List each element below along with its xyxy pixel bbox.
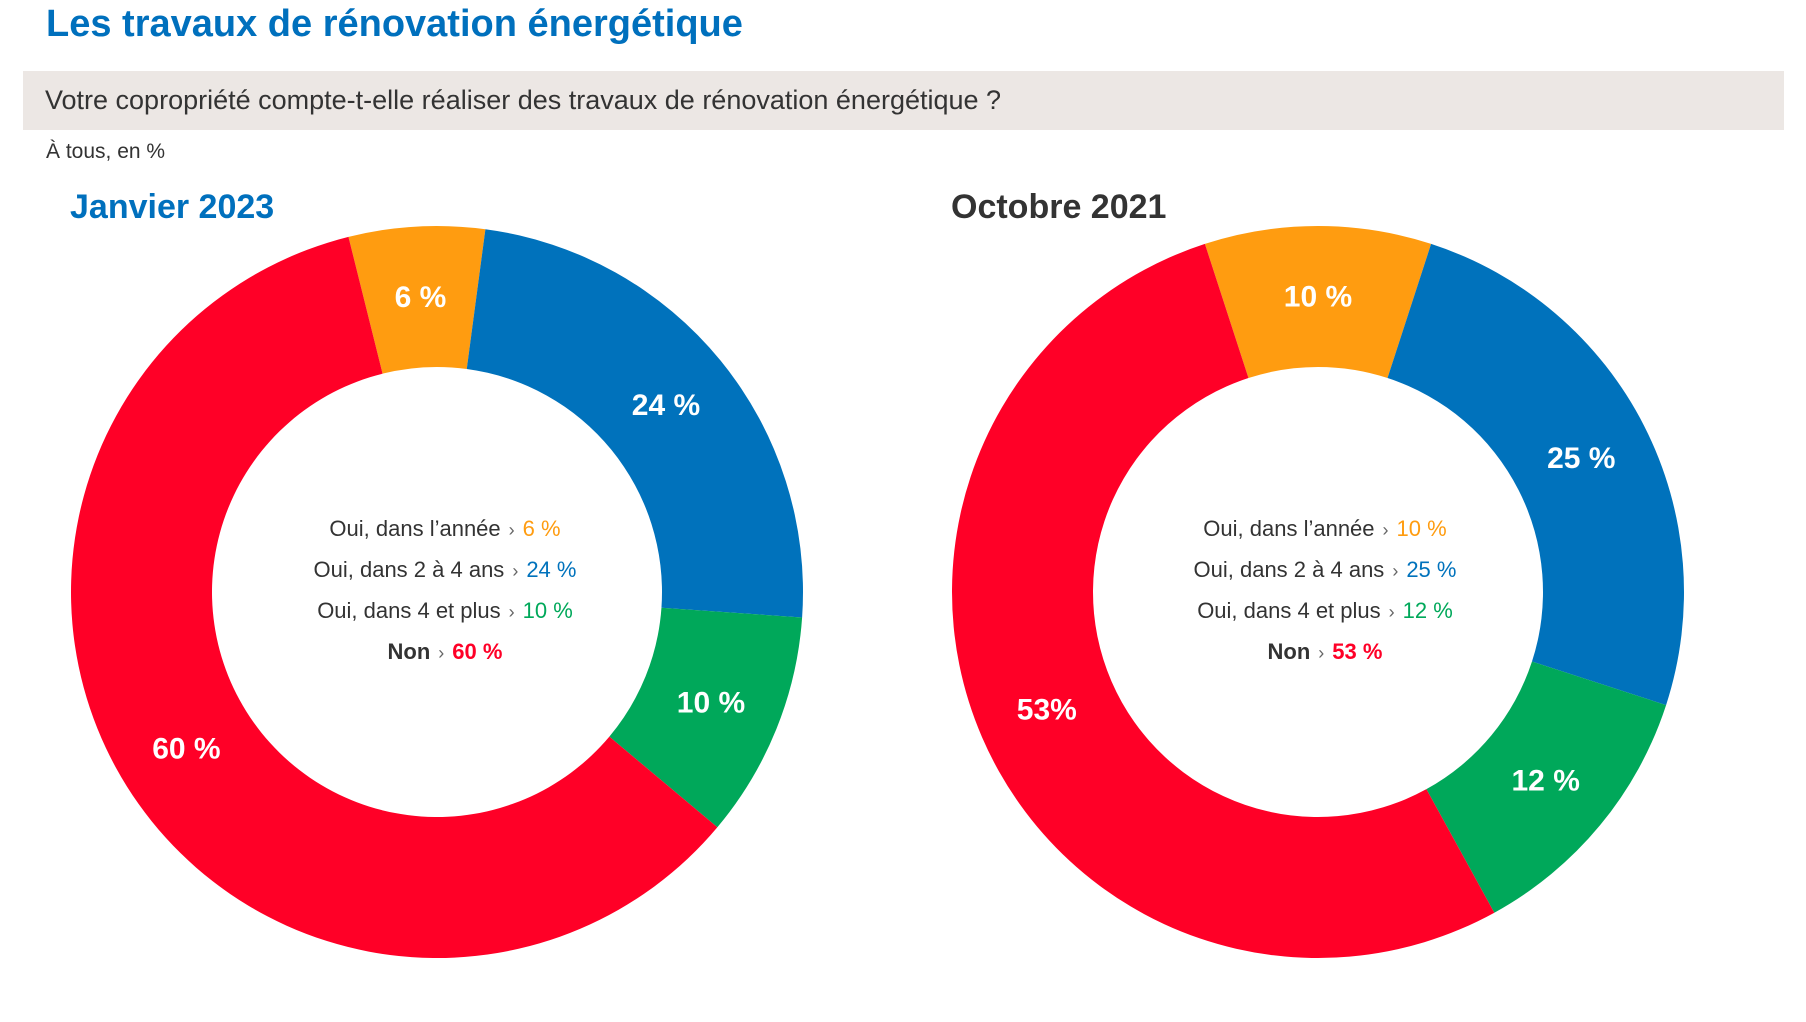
slice-oui-dans-l-annee (348, 226, 486, 374)
slice-label-oui-dans-l-annee: 6 % (395, 281, 447, 314)
slice-label-non: 60 % (152, 733, 220, 766)
slice-oui-dans-2-a-4-ans (1387, 243, 1684, 706)
slice-label-oui-dans-4-et-plus: 12 % (1511, 764, 1579, 797)
slice-non (952, 243, 1495, 958)
legend-item-oui-dans-l-annee: Oui, dans l’année › 6 % (329, 516, 560, 541)
legend-item-non: Non › 53 % (1268, 639, 1383, 664)
page-title: Les travaux de rénovation énergétique (46, 3, 743, 45)
chart-title: Janvier 2023 (70, 188, 274, 226)
legend-item-oui-dans-l-annee: Oui, dans l’année › 10 % (1203, 516, 1446, 541)
slice-label-oui-dans-4-et-plus: 10 % (677, 687, 745, 720)
donut-chart-1: Janvier 2023 6 % 24 % 10 % 60 % Oui, dans l’a… (70, 188, 803, 958)
slice-oui-dans-4-et-plus (609, 607, 803, 828)
legend-item-oui-dans-4-et-plus: Oui, dans 4 et plus › 10 % (317, 598, 573, 623)
slice-label-non: 53% (1017, 693, 1077, 726)
slice-label-oui-dans-2-a-4-ans: 24 % (632, 389, 700, 422)
slice-oui-dans-2-a-4-ans (466, 229, 803, 618)
slice-oui-dans-l-annee (1204, 226, 1432, 379)
donut-chart-2: Octobre 2021 10 % 25 % 12 % 53% Oui, dans l’a… (951, 188, 1684, 958)
legend-item-oui-dans-2-a-4-ans: Oui, dans 2 à 4 ans › 24 % (314, 557, 577, 582)
legend-item-oui-dans-2-a-4-ans: Oui, dans 2 à 4 ans › 25 % (1194, 557, 1457, 582)
center-legend: Oui, dans l’année › 10 % Oui, dans 2 à 4 an… (1194, 516, 1457, 664)
slice-oui-dans-4-et-plus (1426, 661, 1667, 913)
legend-item-oui-dans-4-et-plus: Oui, dans 4 et plus › 12 % (1197, 598, 1453, 623)
slice-label-oui-dans-l-annee: 10 % (1284, 281, 1352, 314)
chart-title: Octobre 2021 (951, 188, 1166, 226)
question-text: Votre copropriété compte-t-elle réaliser… (45, 85, 1002, 115)
slice-label-oui-dans-2-a-4-ans: 25 % (1547, 442, 1615, 475)
base-note: À tous, en % (46, 140, 166, 163)
legend-item-non: Non › 60 % (388, 639, 503, 664)
slice-non (70, 236, 718, 958)
question-bar: Votre copropriété compte-t-elle réaliser… (23, 71, 1784, 130)
center-legend: Oui, dans l’année › 6 % Oui, dans 2 à 4 ans… (314, 516, 577, 664)
